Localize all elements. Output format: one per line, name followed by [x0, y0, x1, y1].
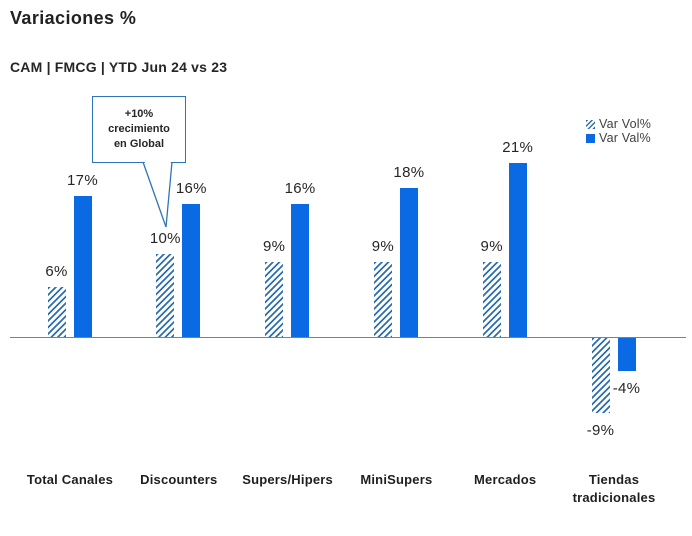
category-label-5: Tiendas tradicionales [572, 472, 656, 505]
value-label-hatched-4: 9% [480, 238, 503, 256]
bar-solid-1 [182, 204, 201, 337]
legend-item-var-val: Var Val% [586, 131, 651, 145]
bar-hatched-4 [482, 262, 501, 337]
value-label-hatched-3: 9% [371, 238, 395, 256]
annotation-line: crecimiento [108, 123, 170, 135]
value-label-hatched-2: 9% [262, 238, 286, 256]
bar-solid-2 [291, 204, 310, 337]
bar-hatched-0 [47, 287, 66, 337]
legend: Var Vol% Var Val% [586, 117, 651, 145]
chart-title: Variaciones % [10, 8, 137, 28]
value-label-solid-0: 17% [67, 171, 98, 189]
value-label-solid-5: -4% [612, 380, 641, 398]
bar-solid-0 [73, 195, 92, 337]
bar-hatched-3 [373, 262, 392, 337]
solid-square-icon [586, 133, 595, 143]
legend-label-var-val: Var Val% [599, 131, 651, 145]
bar-solid-5 [617, 338, 636, 372]
x-axis-line [10, 337, 686, 338]
bar-hatched-5 [591, 338, 610, 413]
hatched-square-icon [586, 119, 595, 129]
value-label-solid-1: 16% [175, 180, 207, 198]
category-label-3: MiniSupers [360, 472, 433, 487]
annotation-line: en Global [113, 138, 165, 150]
bar-hatched-2 [265, 262, 284, 337]
bar-solid-3 [399, 187, 418, 337]
legend-label-var-vol: Var Vol% [599, 117, 652, 131]
annotation-line: +10% [124, 108, 154, 120]
value-label-solid-3: 18% [393, 163, 425, 181]
category-label-1: Discounters [140, 472, 218, 487]
annotation-callout: +10% crecimiento en Global [92, 96, 186, 163]
category-label-0: Total Canales [26, 472, 114, 487]
value-label-hatched-0: 6% [45, 263, 68, 281]
chart-subtitle: CAM | FMCG | YTD Jun 24 vs 23 [10, 59, 228, 75]
value-label-solid-4: 21% [502, 138, 534, 156]
legend-item-var-vol: Var Vol% [586, 117, 651, 131]
value-label-solid-2: 16% [284, 180, 316, 198]
value-label-hatched-5: -9% [586, 421, 615, 439]
value-label-hatched-1: 10% [149, 230, 181, 247]
bar-solid-4 [508, 162, 527, 337]
category-label-2: Supers/Hipers [242, 472, 333, 487]
bar-hatched-1 [156, 254, 175, 337]
category-label-4: Mercados [474, 472, 537, 487]
